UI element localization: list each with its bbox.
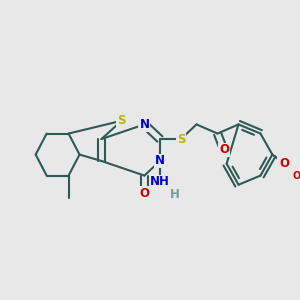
Text: H: H [169, 188, 179, 201]
Text: O: O [279, 157, 289, 170]
Text: N: N [140, 118, 149, 131]
Text: S: S [117, 114, 126, 127]
Text: O: O [293, 171, 300, 181]
Text: NH: NH [150, 176, 170, 188]
Text: O: O [140, 188, 149, 200]
Text: S: S [177, 133, 185, 146]
Text: O: O [219, 143, 229, 157]
Text: N: N [155, 154, 165, 167]
